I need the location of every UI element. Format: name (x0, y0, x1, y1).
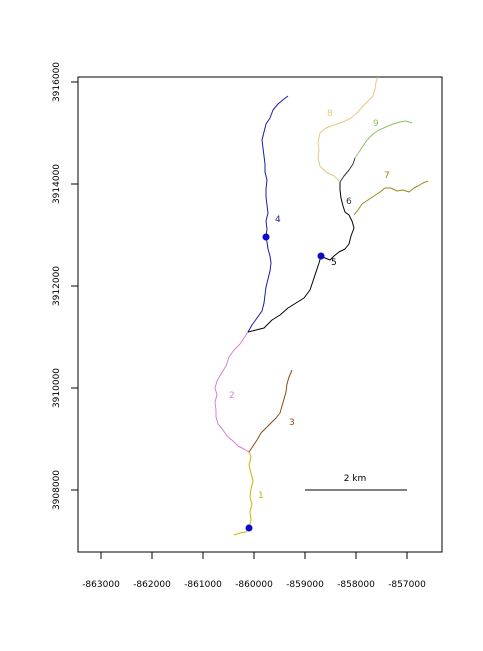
gauge-point (262, 233, 270, 241)
y-tick-label: 3916000 (52, 62, 62, 102)
x-tick-label: -857000 (388, 580, 426, 590)
x-tick-label: -862000 (133, 580, 171, 590)
segment-labels: 1 2 3 4 5 6 7 8 9 (229, 109, 390, 501)
segment-label-7: 7 (384, 171, 390, 181)
x-tick-label: -859000 (286, 580, 324, 590)
segment-label-3: 3 (289, 418, 295, 428)
x-tick-labels: -863000 -862000 -861000 -860000 -859000 … (82, 580, 426, 590)
y-tick-label: 3912000 (52, 266, 62, 306)
segment-label-4: 4 (275, 215, 281, 225)
x-tick-label: -860000 (235, 580, 273, 590)
stream-segment-7 (353, 180, 429, 216)
stream-segment-1 (233, 451, 254, 536)
segment-label-1: 1 (258, 491, 264, 501)
y-tick-labels: 3908000 3910000 3912000 3914000 3916000 (52, 62, 62, 510)
y-axis (71, 81, 78, 491)
segment-label-5: 5 (331, 258, 337, 268)
scale-bar: 2 km (305, 474, 407, 491)
segment-label-9: 9 (373, 119, 379, 129)
x-tick-label: -863000 (82, 580, 120, 590)
stream-segment-2 (214, 331, 250, 453)
plot-border (77, 76, 443, 553)
stream-segment-6 (339, 157, 356, 183)
stream-segment-5 (247, 182, 355, 333)
stream-segment-8 (317, 76, 379, 183)
segment-label-6: 6 (346, 197, 352, 207)
x-tick-label: -858000 (337, 580, 375, 590)
stream-segment-3 (248, 369, 293, 453)
stream-network (214, 76, 429, 536)
y-tick-label: 3910000 (52, 368, 62, 408)
y-tick-label: 3908000 (52, 470, 62, 510)
gauge-point (317, 252, 325, 260)
segment-label-8: 8 (327, 109, 333, 119)
segment-label-2: 2 (229, 391, 235, 401)
x-axis (100, 552, 408, 559)
y-tick-label: 3914000 (52, 164, 62, 204)
stream-segment-9 (354, 120, 413, 159)
scale-bar-label: 2 km (344, 474, 367, 484)
stream-segment-4 (247, 95, 289, 333)
gauge-point (245, 524, 253, 532)
x-tick-label: -861000 (184, 580, 222, 590)
